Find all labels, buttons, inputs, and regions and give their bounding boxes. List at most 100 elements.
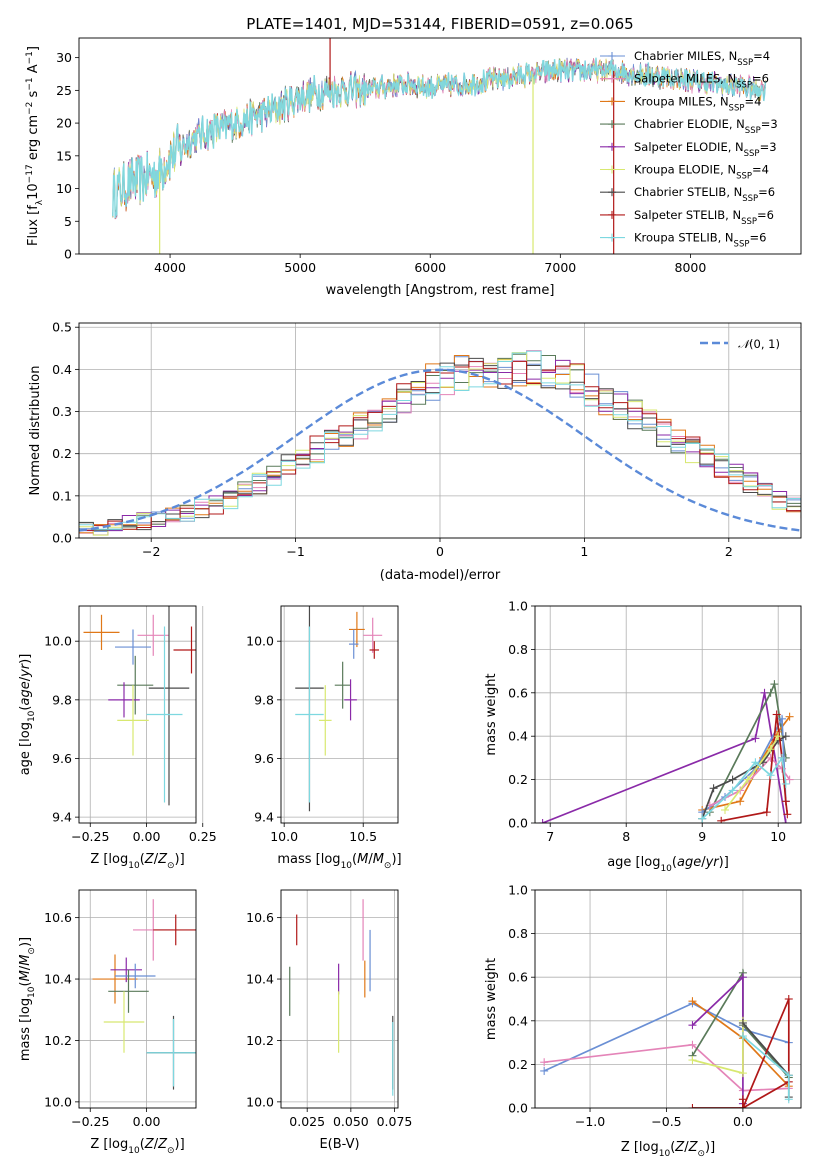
- residuals-xtick-label: −2: [142, 544, 160, 559]
- mass_vs_ebv-ytick-label: 10.4: [246, 972, 274, 987]
- weight_vs_Z-ytick-label: 0.0: [508, 1101, 528, 1116]
- residuals-xtick-label: 2: [725, 544, 733, 559]
- weight_vs_age-line-kroupa_stelib: [701, 755, 787, 820]
- age_vs_Z-xtick-label: −0.25: [71, 829, 109, 844]
- age_vs_mass-ytick-label: 10.0: [246, 634, 274, 649]
- weight_vs_age-xtick-label: 9: [698, 829, 706, 844]
- weight_vs_age-line-salpeter_elodie: [542, 692, 787, 823]
- age_vs_mass-xtick-label: 10.0: [270, 829, 298, 844]
- weight_vs_age-xlabel: age [log10(age/yr)]: [607, 855, 729, 874]
- spectrum-axes: [75, 57, 691, 258]
- spectrum-ytick-label: 25: [56, 83, 72, 98]
- residuals-ytick-label: 0.4: [52, 362, 72, 377]
- age_vs_mass-axes: [277, 606, 398, 827]
- weight_vs_age-frame: [534, 605, 802, 824]
- weight_vs_age-ytick-label: 0.2: [508, 772, 528, 787]
- mass_vs_ebv-axes: [277, 890, 398, 1112]
- residuals-ytick-label: 0.0: [52, 531, 72, 546]
- weight_vs_age-ytick-label: 1.0: [508, 599, 528, 614]
- age_vs_mass-frame: [280, 605, 399, 824]
- age_vs_Z-ytick-label: 9.4: [52, 810, 72, 825]
- age_vs_Z-xtick-label: 0.25: [189, 829, 217, 844]
- mass_vs_Z-xlabel: Z [log10(Z/Z⊙)]: [90, 1137, 184, 1156]
- weight_vs_age-ytick-label: 0.4: [508, 729, 528, 744]
- weight_vs_Z-ytick-label: 0.4: [508, 1013, 528, 1028]
- histogram-kroupa_stelib: [79, 350, 801, 530]
- weight_vs_Z-ylabel: mass weight: [484, 958, 499, 1040]
- age_vs_mass-points: [295, 606, 383, 812]
- age_vs_mass-ytick-label: 9.4: [254, 810, 274, 825]
- age_vs_Z-ytick-label: 10.0: [44, 634, 72, 649]
- weight_vs_age-xtick-label: 7: [546, 829, 554, 844]
- mass_vs_Z-ytick-label: 10.0: [44, 1094, 72, 1109]
- age_vs_Z-ylabel: age [log10(age/yr)]: [18, 654, 37, 776]
- mass_vs_Z-xtick-label: −0.25: [71, 1114, 109, 1129]
- weight_vs_age-ylabel: mass weight: [484, 673, 499, 755]
- residuals-ytick-label: 0.1: [52, 488, 72, 503]
- spectrum-ytick-label: 20: [56, 116, 72, 131]
- weight_vs_Z-xlabel: Z [log10(Z/Z⊙)]: [621, 1140, 715, 1159]
- mass_vs_Z-axes: [75, 890, 196, 1112]
- residuals-frame: [78, 322, 802, 539]
- weight_vs_age-ytick-label: 0.6: [508, 685, 528, 700]
- mass_vs_Z-ylabel: mass [log10(M/M⊙)]: [18, 937, 37, 1061]
- mass_vs_ebv-frame: [280, 889, 399, 1109]
- age_vs_Z-xtick-label: 0.00: [133, 829, 161, 844]
- weight_vs_Z-ytick-label: 0.2: [508, 1057, 528, 1072]
- spectrum-lines: [112, 38, 767, 254]
- age_vs_mass-ytick-label: 9.6: [254, 751, 274, 766]
- spectrum-xtick-label: 6000: [414, 260, 446, 275]
- spectrum-ytick-label: 5: [64, 214, 72, 229]
- spectrum-xlabel: wavelength [Angstrom, rest frame]: [326, 283, 555, 298]
- age_vs_Z-frame: [78, 605, 197, 824]
- weight_vs_Z-xtick-label: 0.0: [733, 1114, 753, 1129]
- weight_vs_age-xtick-label: 10: [770, 829, 786, 844]
- residuals-xtick-label: −1: [286, 544, 304, 559]
- residuals-ytick-label: 0.5: [52, 320, 72, 335]
- age_vs_mass-xlabel: mass [log10(M/M⊙)]: [277, 852, 401, 871]
- weight_vs_Z-line-salpeter_miles: [544, 1043, 789, 1092]
- mass_vs_ebv-xtick-label: 0.025: [289, 1114, 325, 1129]
- mass_vs_Z-points: [92, 899, 196, 1090]
- weight_vs_age-xtick-label: 8: [622, 829, 630, 844]
- spectrum-ytick-label: 30: [56, 50, 72, 65]
- residuals-xlabel: (data-model)/error: [380, 568, 501, 583]
- residuals-histograms: [79, 350, 801, 536]
- mass_vs_Z-ytick-label: 10.2: [44, 1033, 72, 1048]
- normal-curve: [79, 368, 801, 532]
- weight_vs_age-ytick-label: 0.0: [508, 816, 528, 831]
- residuals-ylabel: Normed distribution: [28, 366, 43, 496]
- mass_vs_Z-frame: [78, 889, 197, 1109]
- age_vs_mass-xtick-label: 10.5: [349, 829, 377, 844]
- age_vs_Z-points: [83, 606, 196, 806]
- spectrum-series-kroupa_stelib: [112, 57, 767, 219]
- spectrum-xtick-label: 7000: [544, 260, 576, 275]
- mass_vs_ebv-ytick-label: 10.2: [246, 1033, 274, 1048]
- age_vs_mass-ytick-label: 9.8: [254, 692, 274, 707]
- weight_vs_Z-xtick-label: −0.5: [651, 1114, 681, 1129]
- age_vs_Z-ytick-label: 9.6: [52, 751, 72, 766]
- age_vs_Z-xlabel: Z [log10(Z/Z⊙)]: [90, 852, 184, 871]
- age_vs_Z-ytick-label: 9.8: [52, 692, 72, 707]
- figure-title: PLATE=1401, MJD=53144, FIBERID=0591, z=0…: [246, 15, 633, 33]
- weight_vs_Z-ytick-label: 1.0: [508, 883, 528, 898]
- mass_vs_ebv-xtick-label: 0.075: [377, 1114, 413, 1129]
- spectrum-xtick-label: 8000: [675, 260, 707, 275]
- weight_vs_Z-ytick-label: 0.6: [508, 970, 528, 985]
- mass_vs_Z-ytick-label: 10.6: [44, 910, 72, 925]
- residuals-ytick-label: 0.3: [52, 404, 72, 419]
- residuals-ytick-label: 0.2: [52, 446, 72, 461]
- weight_vs_Z-lines: [540, 968, 793, 1108]
- weight_vs_age-lines: [538, 680, 794, 823]
- mass_vs_Z-xtick-label: 0.00: [133, 1114, 161, 1129]
- weight_vs_Z-line-chabrier_miles: [543, 1002, 790, 1072]
- mass_vs_Z-ytick-label: 10.4: [44, 972, 72, 987]
- weight_vs_age-ytick-label: 0.8: [508, 642, 528, 657]
- legend-normal-label: 𝒩(0, 1): [738, 337, 780, 351]
- mass_vs_ebv-points: [289, 899, 394, 1096]
- weight_vs_Z-xtick-label: −1.0: [575, 1114, 605, 1129]
- mass_vs_ebv-xtick-label: 0.050: [333, 1114, 369, 1129]
- mass_vs_ebv-xlabel: E(B-V): [319, 1137, 359, 1152]
